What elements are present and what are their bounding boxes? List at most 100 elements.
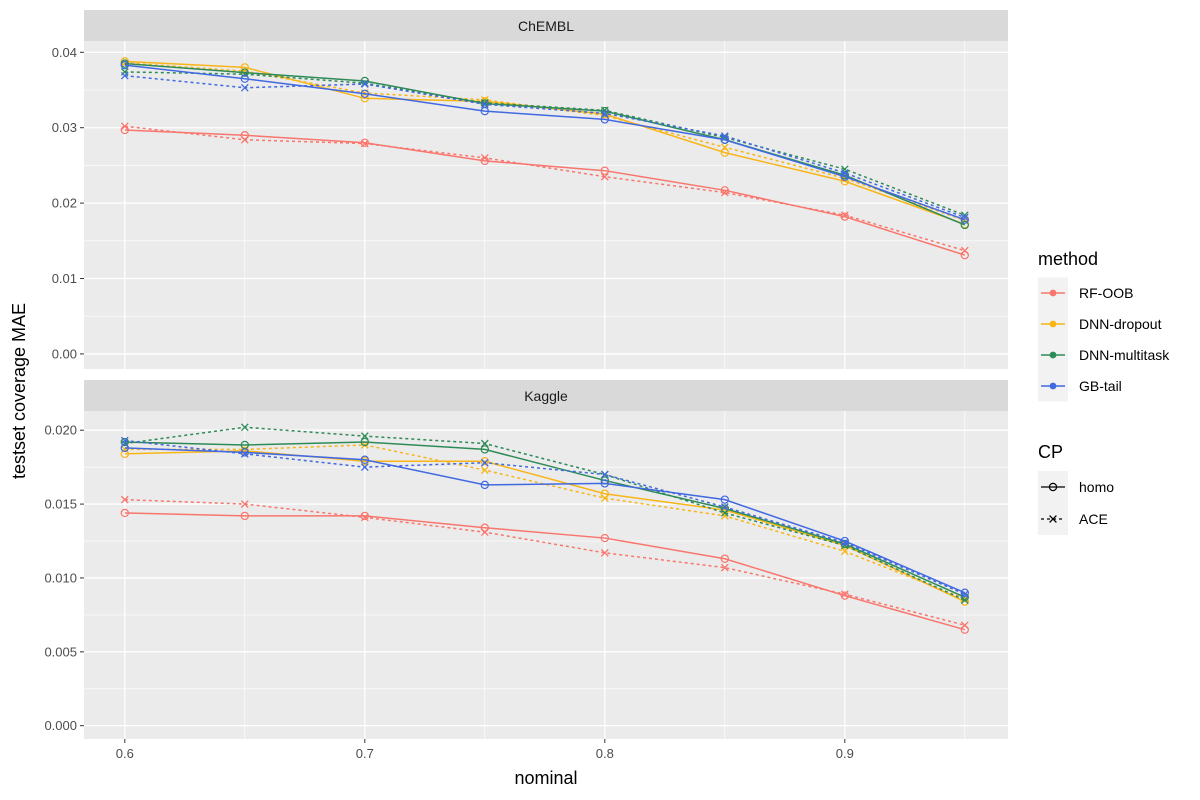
legend-label: GB-tail: [1079, 378, 1122, 394]
data-point: [720, 143, 729, 152]
data-point: [960, 590, 969, 599]
data-point: [720, 495, 730, 504]
legend-label: DNN-multitask: [1079, 347, 1170, 363]
series-line: [124, 439, 966, 595]
data-point: [960, 220, 970, 230]
facet-strip-title: Kaggle: [524, 388, 568, 404]
data-point: [240, 500, 249, 508]
data-point: [720, 509, 729, 517]
data-point: [600, 109, 609, 118]
x-axis: 0.6 0.7 0.8 0.9: [116, 739, 854, 761]
data-point: [600, 106, 610, 116]
data-point: [480, 528, 489, 537]
data-point: [960, 215, 970, 224]
data-point: [120, 60, 130, 70]
y-axis-title: testset coverage MAE: [9, 303, 29, 479]
data-point: [840, 212, 850, 221]
series-line: [124, 71, 966, 216]
series-line: [124, 74, 966, 219]
series-line: [124, 441, 966, 598]
series-line: [124, 444, 966, 600]
data-point: [840, 547, 849, 556]
data-point: [720, 563, 729, 572]
data-point: [240, 448, 249, 457]
data-point: [240, 449, 249, 458]
x-axis-title: nominal: [514, 768, 577, 788]
data-point: [480, 439, 489, 448]
data-point: [240, 131, 249, 140]
series-rf-oob-ace: [120, 495, 969, 630]
series-gb-tail-ace: [120, 436, 969, 599]
legend-key-point: [1049, 320, 1057, 328]
data-point: [360, 513, 369, 522]
series-gb-tail-ace: [120, 71, 969, 222]
x-tick-label: 0.9: [836, 746, 854, 761]
data-point: [840, 169, 849, 177]
series-rf-oob-ace: [120, 122, 969, 255]
legend-key-point: [1049, 351, 1057, 359]
data-point: [480, 457, 489, 466]
data-point: [960, 250, 970, 260]
series-line: [124, 129, 966, 256]
y-tick-label: 0.01: [52, 271, 77, 286]
data-point: [600, 479, 610, 488]
data-point: [360, 455, 369, 464]
legend-label: homo: [1079, 479, 1114, 495]
data-point: [600, 166, 610, 175]
legend-cp-title: CP: [1038, 442, 1063, 462]
data-point: [600, 115, 610, 124]
data-point: [600, 548, 609, 557]
data-point: [360, 432, 369, 440]
series-line: [124, 426, 966, 601]
data-point: [360, 437, 369, 447]
data-point: [360, 94, 369, 103]
legend: method CP RF-OOB DNN-dropout DNN-multitask…: [1038, 249, 1170, 535]
data-point: [480, 458, 489, 467]
y-tick-label: 0.00: [52, 346, 77, 361]
data-point: [600, 470, 609, 479]
data-point: [720, 186, 730, 195]
y-tick-label: 0.020: [44, 423, 77, 438]
data-point: [360, 511, 369, 521]
data-point: [480, 154, 489, 162]
legend-label: RF-OOB: [1079, 285, 1133, 301]
facet-strip: [84, 10, 1008, 41]
data-point: [480, 445, 489, 454]
data-point: [720, 132, 729, 140]
x-tick-label: 0.8: [596, 746, 614, 761]
legend-key-point: [1048, 482, 1058, 492]
y-tick-label: 0.02: [52, 196, 77, 211]
y-tick-label: 0.000: [44, 718, 77, 733]
data-point: [120, 437, 130, 447]
data-point: [480, 106, 489, 116]
data-point: [360, 138, 369, 147]
panel-background: [84, 41, 1008, 369]
data-point: [600, 172, 609, 181]
y-tick-label: 0.03: [52, 120, 77, 135]
data-point: [480, 480, 489, 490]
data-point: [360, 139, 369, 148]
data-point: [720, 148, 730, 157]
data-point: [120, 508, 130, 518]
x-tick-label: 0.7: [356, 746, 374, 761]
series-dnn-multitask-ace: [120, 423, 969, 604]
data-point: [720, 503, 729, 511]
legend-item-gb-tail: GB-tail: [1038, 370, 1122, 402]
facet-panels: ChEMBL 0.00 0.01 0.02 0.03 0.04 Kaggle 0.000 0.0…: [44, 10, 1008, 761]
data-point: [120, 495, 129, 504]
data-point: [120, 122, 129, 131]
facet-chembl: ChEMBL 0.00 0.01 0.02 0.03 0.04: [52, 10, 1008, 369]
series-line: [124, 512, 966, 631]
series-line: [124, 498, 965, 626]
data-point: [960, 596, 969, 604]
y-tick-label: 0.005: [44, 644, 77, 659]
x-tick-label: 0.6: [116, 746, 134, 761]
legend-label: DNN-dropout: [1079, 316, 1162, 332]
data-point: [840, 590, 849, 599]
facet-strip-title: ChEMBL: [518, 18, 574, 34]
data-point: [600, 494, 609, 503]
data-point: [480, 100, 489, 109]
panel-background: [84, 411, 1008, 739]
data-point: [360, 89, 369, 98]
